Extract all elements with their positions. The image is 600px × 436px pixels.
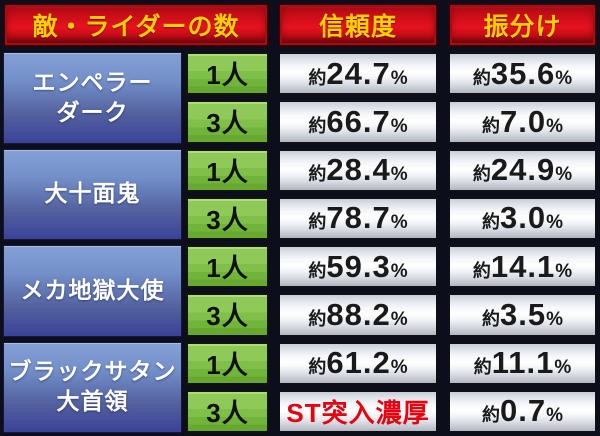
rider-count-cell: 3人	[186, 196, 269, 240]
percent-number: 28.4	[326, 152, 391, 188]
percent-sign: %	[546, 405, 563, 427]
percent-number: 3.0	[499, 200, 547, 236]
reliability-value-cell: 約28.4%	[278, 148, 438, 192]
approx-prefix: 約	[308, 164, 327, 185]
rider-count-cell: 1人	[186, 245, 269, 289]
reliability-value-cell: 約61.2%	[278, 341, 438, 385]
percent-number: 66.7	[326, 103, 391, 139]
percent-number: 88.2	[326, 296, 391, 332]
value-wrap: 約88.2%	[308, 297, 407, 333]
enemy-name-daijumenki: 大十面鬼	[3, 148, 182, 240]
reliability-value-cell: 約24.7%	[278, 52, 438, 96]
approx-prefix: 約	[472, 67, 491, 88]
st-rush-confirmed-label: ST突入濃厚	[286, 397, 430, 428]
value-wrap: 約14.1%	[473, 249, 572, 285]
percent-number: 3.5	[499, 296, 547, 332]
approx-prefix: 約	[481, 308, 500, 329]
percent-number: 78.7	[326, 200, 391, 236]
value-wrap: 約61.2%	[308, 345, 407, 381]
rider-count-cell: 3人	[186, 293, 269, 337]
percent-sign: %	[555, 67, 573, 89]
rider-count-cell: 3人	[186, 100, 269, 144]
percent-number: 59.3	[326, 248, 391, 284]
enemy-name-line1: メカ地獄大使	[20, 276, 165, 303]
enemy-name-emperor-dark: エンペラー ダーク	[3, 52, 182, 144]
distribution-value-cell: 約7.0%	[448, 100, 597, 144]
percent-number: 11.1	[491, 345, 555, 381]
approx-prefix: 約	[472, 164, 491, 185]
percent-sign: %	[546, 308, 563, 330]
approx-prefix: 約	[473, 357, 492, 378]
percent-sign: %	[546, 115, 563, 137]
percent-sign: %	[390, 115, 408, 137]
percent-number: 14.1	[490, 248, 556, 284]
value-wrap: 約35.6%	[473, 56, 572, 92]
enemy-name-mecha-jigoku-taishi: メカ地獄大使	[3, 245, 182, 337]
value-wrap: 約24.7%	[308, 56, 407, 92]
rider-count-cell: 1人	[186, 52, 269, 96]
enemy-name-line2: 大首領	[56, 388, 129, 415]
value-wrap: 約7.0%	[482, 104, 563, 140]
percent-sign: %	[390, 260, 408, 282]
value-wrap: 約3.0%	[482, 200, 563, 236]
percent-sign: %	[390, 67, 408, 89]
distribution-value-cell: 約24.9%	[448, 148, 597, 192]
percent-sign: %	[390, 308, 408, 330]
approx-prefix: 約	[308, 212, 327, 233]
rider-count-cell: 1人	[186, 341, 269, 385]
reliability-value-cell: 約66.7%	[278, 100, 438, 144]
percent-sign: %	[546, 212, 563, 234]
rider-count-cell: 1人	[186, 148, 269, 192]
distribution-value-cell: 約14.1%	[448, 245, 597, 289]
approx-prefix: 約	[472, 260, 491, 281]
value-wrap: 約28.4%	[308, 152, 407, 188]
approx-prefix: 約	[481, 405, 500, 426]
percent-number: 0.7	[499, 393, 547, 429]
value-wrap: 約0.7%	[482, 393, 563, 429]
distribution-value-cell: 約11.1%	[448, 341, 597, 385]
approx-prefix: 約	[308, 67, 327, 88]
percent-number: 61.2	[326, 345, 391, 381]
reliability-value-cell-st: ST突入濃厚	[278, 389, 438, 433]
reliability-value-cell: 約78.7%	[278, 196, 438, 240]
value-wrap: 約78.7%	[308, 200, 407, 236]
value-wrap: 約3.5%	[482, 297, 563, 333]
header-enemy-rider-count: 敵・ライダーの数	[3, 3, 269, 47]
percent-number: 24.7	[326, 55, 391, 91]
enemy-name-line1: 大十面鬼	[44, 180, 141, 207]
enemy-name-line1: ブラックサタン	[8, 358, 177, 385]
distribution-value-cell: 約3.0%	[448, 196, 597, 240]
header-reliability: 信頼度	[278, 3, 438, 47]
approx-prefix: 約	[481, 115, 500, 136]
approx-prefix: 約	[308, 308, 327, 329]
approx-prefix: 約	[308, 357, 327, 378]
header-distribution: 振分け	[448, 3, 597, 47]
distribution-value-cell: 約0.7%	[448, 389, 597, 433]
distribution-value-cell: 約35.6%	[448, 52, 597, 96]
value-wrap: 約66.7%	[308, 104, 407, 140]
approx-prefix: 約	[308, 260, 327, 281]
percent-sign: %	[390, 212, 408, 234]
rider-count-cell: 3人	[186, 389, 269, 433]
percent-sign: %	[555, 164, 573, 186]
approx-prefix: 約	[481, 212, 500, 233]
percent-sign: %	[554, 357, 572, 379]
reliability-value-cell: 約59.3%	[278, 245, 438, 289]
percent-sign: %	[555, 260, 573, 282]
enemy-name-line1: エンペラー	[32, 68, 153, 95]
percent-sign: %	[390, 357, 408, 379]
value-wrap: 約24.9%	[473, 152, 572, 188]
value-wrap: 約11.1%	[474, 345, 572, 381]
percent-number: 24.9	[490, 152, 556, 188]
percent-sign: %	[390, 164, 408, 186]
percent-number: 7.0	[499, 103, 547, 139]
enemy-name-black-satan-daishuryo: ブラックサタン 大首領	[3, 341, 182, 433]
value-wrap: 約59.3%	[308, 249, 407, 285]
enemy-name-line2: ダーク	[56, 98, 129, 125]
percent-number: 35.6	[490, 55, 556, 91]
reliability-value-cell: 約88.2%	[278, 293, 438, 337]
distribution-value-cell: 約3.5%	[448, 293, 597, 337]
approx-prefix: 約	[308, 115, 327, 136]
